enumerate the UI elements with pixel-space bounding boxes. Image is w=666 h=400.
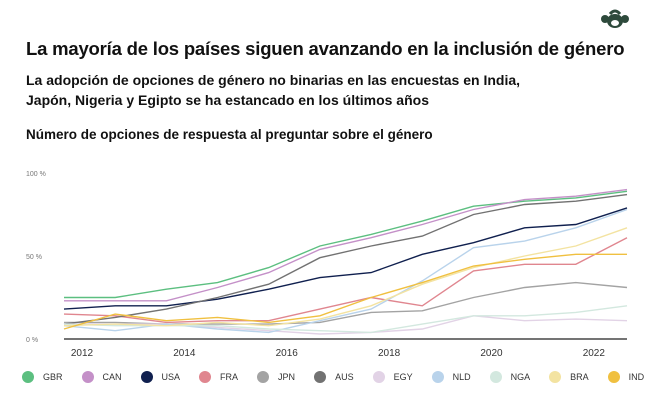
x-tick-label: 2016 bbox=[276, 348, 299, 359]
series-line-gbr bbox=[64, 190, 628, 299]
legend-item-can: CAN bbox=[81, 371, 122, 383]
legend-swatch bbox=[431, 371, 444, 383]
legend-swatch bbox=[257, 371, 270, 383]
legend-label: GBR bbox=[43, 372, 63, 382]
page-subtitle: La adopción de opciones de género no bin… bbox=[26, 72, 521, 108]
legend-swatch bbox=[549, 371, 562, 383]
surveymonkey-logo-icon bbox=[600, 8, 630, 35]
x-tick-label: 2012 bbox=[71, 348, 94, 359]
page-title: La mayoría de los países siguen avanzand… bbox=[26, 38, 625, 59]
y-tick-label: 0 % bbox=[26, 337, 38, 344]
legend-label: USA bbox=[161, 372, 181, 382]
x-tick-label: 2014 bbox=[173, 348, 196, 359]
series-line-ind bbox=[63, 253, 627, 330]
legend-swatch bbox=[372, 371, 385, 383]
series-line-usa bbox=[63, 207, 628, 310]
legend-label: NLD bbox=[452, 372, 471, 382]
legend-swatch bbox=[314, 371, 327, 383]
line-chart: 0 % 50 % 100 % 2012 2014 2016 2018 2020 2022 bbox=[26, 171, 628, 359]
series-line-nga bbox=[63, 305, 628, 334]
legend-item-jpn: JPN bbox=[257, 371, 295, 383]
x-tick-label: 2022 bbox=[583, 348, 606, 359]
legend-swatch bbox=[607, 371, 620, 383]
series-line-bra bbox=[63, 227, 628, 327]
series-line-fra bbox=[63, 237, 628, 324]
legend-item-usa: USA bbox=[140, 371, 181, 383]
legend-item-ind: IND bbox=[607, 371, 645, 383]
legend: GBR CAN USA FRA JPN AUS EGY NLD NGA BRA IND bbox=[22, 371, 663, 383]
legend-swatch bbox=[199, 371, 212, 383]
legend-label: AUS bbox=[335, 372, 354, 382]
series-line-egy bbox=[64, 315, 628, 335]
series-line-can bbox=[64, 188, 628, 302]
legend-label: EGY bbox=[393, 372, 413, 382]
legend-swatch bbox=[489, 371, 502, 383]
legend-label: IND bbox=[628, 372, 645, 382]
legend-item-gbr: GBR bbox=[22, 371, 63, 383]
legend-label: NGA bbox=[510, 372, 531, 382]
x-tick-label: 2020 bbox=[480, 348, 503, 359]
legend-label: JPN bbox=[278, 372, 296, 382]
y-tick-label: 50 % bbox=[26, 254, 42, 261]
legend-item-bra: BRA bbox=[549, 371, 589, 383]
legend-item-egy: EGY bbox=[372, 371, 413, 383]
chart-title: Número de opciones de respuesta al pregu… bbox=[26, 127, 433, 142]
legend-item-nld: NLD bbox=[431, 371, 471, 383]
legend-swatch bbox=[81, 371, 94, 383]
legend-label: BRA bbox=[570, 372, 589, 382]
y-tick-label: 100 % bbox=[26, 171, 46, 178]
legend-item-aus: AUS bbox=[314, 371, 354, 383]
series-line-aus bbox=[63, 193, 628, 325]
legend-item-nga: NGA bbox=[489, 371, 531, 383]
legend-label: CAN bbox=[102, 372, 122, 382]
legend-swatch bbox=[22, 371, 34, 383]
x-tick-label: 2018 bbox=[378, 348, 401, 359]
legend-label: FRA bbox=[220, 372, 239, 382]
legend-item-fra: FRA bbox=[199, 371, 238, 383]
legend-swatch bbox=[140, 371, 153, 383]
